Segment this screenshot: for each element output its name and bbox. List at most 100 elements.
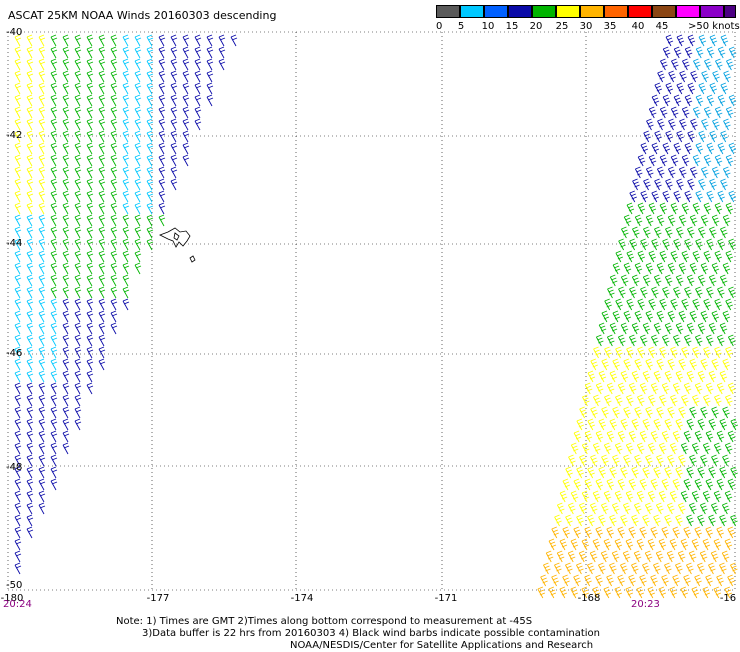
wind-barb-west-158	[74, 142, 82, 155]
wind-barb-east-373	[568, 454, 576, 467]
wind-barb-east-39	[706, 94, 715, 107]
wind-barb-east-406	[584, 478, 593, 491]
wind-barb-east-168	[656, 262, 665, 275]
wind-barb-east-289	[617, 382, 626, 395]
wind-barb-east-329	[587, 418, 596, 431]
wind-barb-east-290	[628, 382, 637, 395]
wind-barb-east-418	[716, 478, 725, 491]
wind-barb-east-238	[639, 334, 648, 347]
wind-barb-east-312	[714, 394, 722, 407]
wind-barb-west-289	[62, 262, 70, 275]
wind-barb-west-145	[98, 130, 106, 143]
wind-barb-west-406	[26, 442, 34, 455]
wind-barb-east-285	[719, 370, 728, 383]
wind-barb-west-103	[182, 94, 190, 107]
wind-barb-east-558	[559, 586, 568, 599]
wind-barb-east-381	[656, 454, 664, 467]
wind-barb-west-16	[206, 34, 214, 47]
wind-barb-east-344	[584, 430, 593, 443]
wind-barb-east-97	[676, 178, 684, 191]
wind-barb-west-234	[134, 202, 142, 215]
wind-barb-east-484	[716, 526, 724, 539]
wind-barb-east-350	[650, 430, 659, 443]
wind-barb-east-356	[716, 430, 725, 443]
wind-barb-east-435	[724, 490, 733, 503]
wind-barb-east-505	[567, 550, 576, 563]
wind-barb-east-530	[653, 562, 661, 575]
wind-barb-west-399	[74, 418, 82, 431]
wind-barb-west-29	[134, 46, 142, 59]
wind-barb-east-105	[662, 190, 670, 203]
wind-barb-west-348	[62, 334, 70, 347]
wind-barb-east-363	[625, 442, 634, 455]
wind-barb-west-68	[170, 70, 178, 83]
wind-barb-west-88	[206, 82, 214, 95]
wind-barb-east-301	[593, 394, 601, 407]
wind-barb-east-572	[713, 586, 722, 599]
wind-barb-east-452	[554, 514, 562, 527]
wind-barb-east-230	[686, 322, 695, 335]
wind-barb-east-0	[665, 34, 674, 47]
wind-barb-east-369	[691, 442, 700, 455]
wind-barb-east-463	[675, 514, 683, 527]
wind-barb-east-124	[645, 214, 654, 227]
wind-barb-east-177	[631, 274, 640, 287]
wind-barb-east-355	[705, 430, 714, 443]
wind-barb-east-374	[579, 454, 587, 467]
wind-barb-west-40	[50, 58, 58, 71]
wind-barb-east-429	[658, 490, 667, 503]
wind-barb-west-79	[98, 82, 106, 95]
wind-barb-west-282	[110, 250, 118, 263]
wind-barb-west-305	[122, 274, 130, 287]
wind-barb-west-410	[14, 454, 22, 467]
wind-barb-east-76	[648, 154, 657, 167]
wind-barb-west-32	[170, 46, 178, 59]
wind-barb-west-248	[146, 214, 154, 227]
wind-barb-west-269	[98, 238, 106, 251]
lon-label-180: -180	[0, 593, 24, 604]
wind-barb-west-65	[134, 70, 142, 83]
wind-barb-east-179	[653, 274, 662, 287]
wind-barb-east-13	[660, 58, 668, 71]
wind-barb-east-292	[650, 382, 659, 395]
wind-barb-east-81	[703, 154, 712, 167]
wind-barb-west-201	[62, 178, 70, 191]
wind-barb-east-206	[692, 298, 700, 311]
lon-label-177: -177	[146, 593, 170, 604]
wind-barb-east-210	[601, 310, 610, 323]
wind-barb-east-431	[680, 490, 689, 503]
wind-barb-east-468	[730, 514, 738, 527]
wind-barb-east-92	[722, 166, 731, 179]
wind-barb-west-170	[38, 154, 46, 167]
wind-barb-west-376	[26, 382, 34, 395]
wind-barb-west-104	[194, 94, 202, 107]
wind-barb-east-347	[617, 430, 626, 443]
wind-barb-east-151	[717, 238, 725, 251]
wind-barb-east-83	[725, 154, 734, 167]
wind-barb-east-169	[667, 262, 676, 275]
lat-label-48: -48	[6, 462, 23, 473]
wind-barb-west-270	[110, 238, 118, 251]
wind-barb-west-430	[14, 526, 22, 539]
wind-barb-east-229	[675, 322, 684, 335]
wind-barb-east-554	[716, 574, 724, 587]
wind-barb-west-45	[110, 58, 118, 71]
wind-barb-west-133	[146, 118, 154, 131]
wind-barb-west-362	[38, 358, 46, 371]
swath-time-right: 20:23	[631, 599, 660, 610]
wind-barb-east-263	[623, 358, 631, 371]
wind-barb-east-235	[606, 334, 615, 347]
wind-barb-west-202	[74, 178, 82, 191]
wind-barb-west-403	[50, 430, 58, 443]
wind-barb-west-85	[170, 82, 178, 95]
wind-barb-east-41	[728, 94, 737, 107]
wind-barb-east-393	[620, 466, 628, 479]
wind-barb-west-172	[62, 154, 70, 167]
wind-barb-east-415	[683, 478, 692, 491]
wind-barb-west-69	[182, 70, 190, 83]
wind-barb-east-218	[689, 310, 698, 323]
wind-barb-east-142	[618, 238, 626, 251]
wind-barb-east-171	[689, 262, 698, 275]
legend-label-50-knots: >50 knots	[688, 21, 740, 32]
wind-barb-west-283	[122, 250, 130, 263]
